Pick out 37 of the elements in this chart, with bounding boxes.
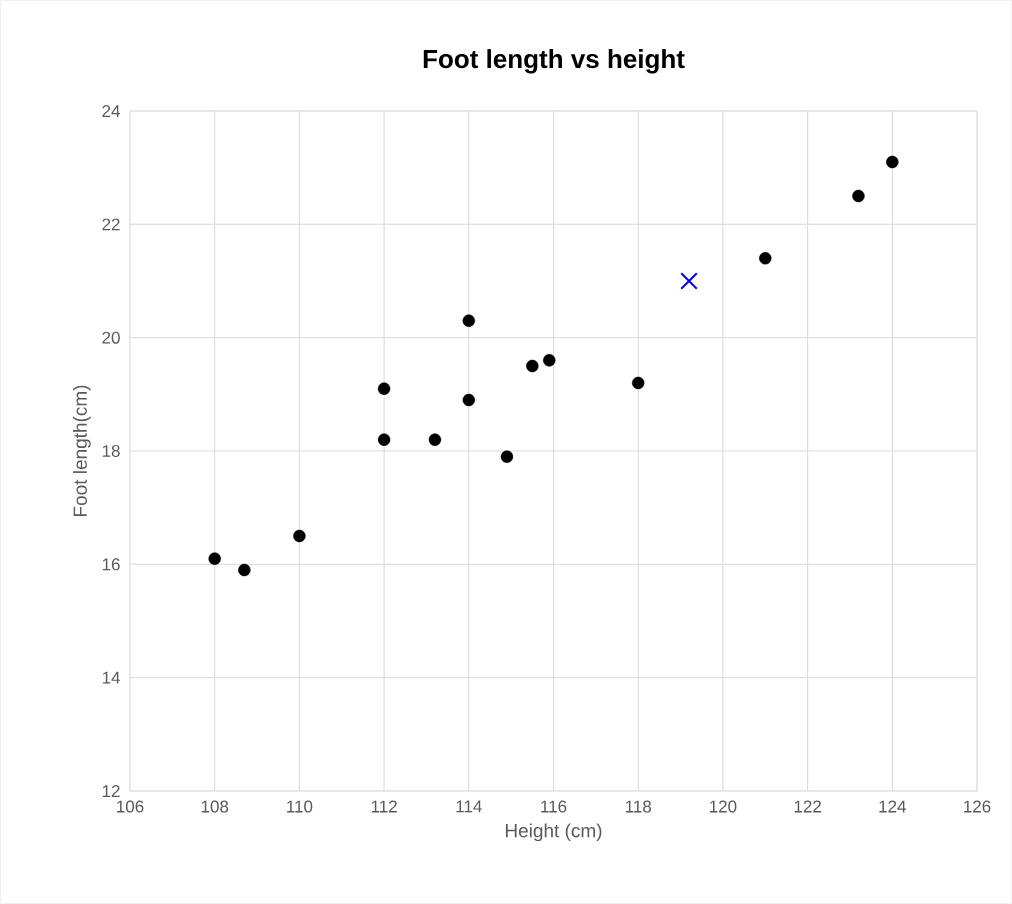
point	[759, 252, 772, 265]
x-tick-label: 118	[625, 800, 652, 813]
point	[428, 433, 442, 446]
x-tick-label: 114	[456, 800, 482, 813]
x-tick-label: 106	[117, 800, 144, 813]
y-tick-label: 14	[102, 671, 120, 684]
point	[680, 272, 698, 290]
y-tick-label: 16	[102, 558, 120, 571]
x-tick-label: 110	[287, 800, 313, 813]
point	[526, 359, 539, 373]
point	[377, 382, 391, 395]
point	[238, 563, 251, 577]
point	[543, 354, 556, 367]
point	[852, 189, 865, 203]
x-tick-label: 112	[371, 800, 397, 813]
point	[632, 376, 645, 390]
point	[377, 433, 391, 446]
chart-title: Foot length vs height	[423, 49, 685, 74]
point	[293, 529, 306, 543]
point	[208, 552, 221, 565]
x-tick-label: 120	[710, 800, 737, 813]
y-axis-title: Foot length(cm)	[72, 385, 91, 516]
y-tick-label: 12	[102, 785, 120, 797]
point	[886, 155, 899, 169]
x-tick-label: 116	[541, 800, 567, 813]
x-tick-label: 108	[201, 800, 229, 813]
x-tick-label: 126	[964, 800, 991, 813]
x-axis-title: Height (cm)	[505, 823, 602, 842]
x-tick-label: 124	[879, 800, 906, 813]
point	[462, 314, 476, 327]
y-tick-label: 22	[102, 218, 120, 231]
x-tick-label: 122	[794, 800, 821, 813]
point	[500, 450, 514, 463]
y-tick-label: 18	[102, 444, 120, 458]
y-tick-label: 20	[102, 331, 120, 344]
point	[462, 393, 476, 407]
y-tick-label: 24	[102, 105, 120, 117]
